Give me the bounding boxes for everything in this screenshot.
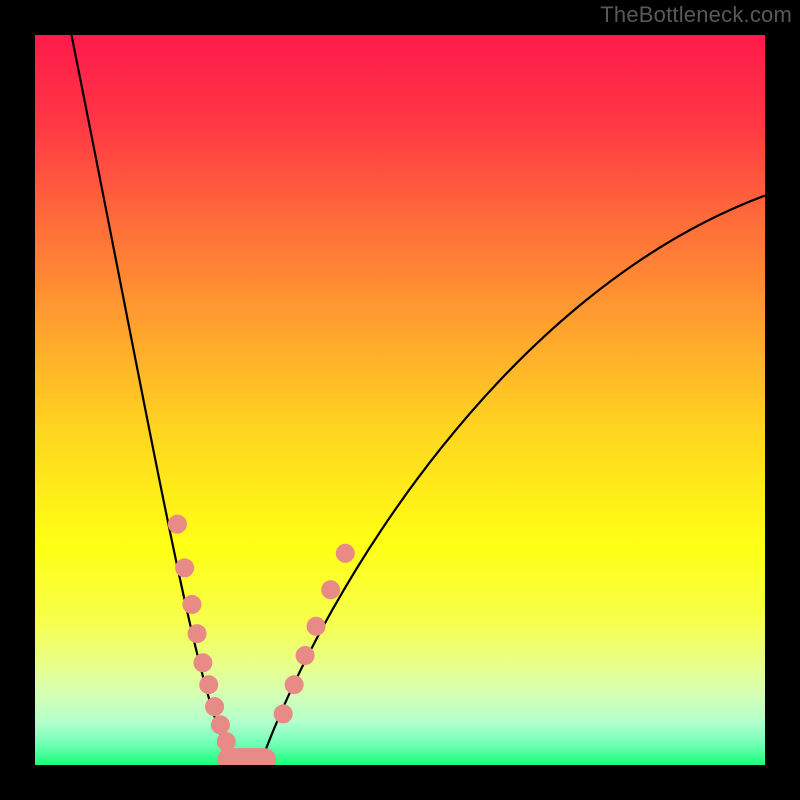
data-marker bbox=[322, 581, 340, 599]
data-marker bbox=[176, 559, 194, 577]
data-marker bbox=[217, 733, 235, 751]
data-marker bbox=[183, 595, 201, 613]
data-marker bbox=[285, 676, 303, 694]
left-curve bbox=[72, 35, 233, 761]
curves-layer bbox=[35, 35, 765, 765]
data-markers bbox=[168, 515, 354, 759]
data-marker bbox=[211, 716, 229, 734]
data-marker bbox=[307, 617, 325, 635]
data-marker bbox=[200, 676, 218, 694]
data-marker bbox=[274, 705, 292, 723]
figure-root: TheBottleneck.com bbox=[0, 0, 800, 800]
data-marker bbox=[336, 544, 354, 562]
right-curve bbox=[261, 196, 765, 762]
data-marker bbox=[296, 647, 314, 665]
data-marker bbox=[206, 698, 224, 716]
plot-area bbox=[35, 35, 765, 765]
data-marker bbox=[168, 515, 186, 533]
data-marker bbox=[188, 625, 206, 643]
watermark-text: TheBottleneck.com bbox=[600, 2, 792, 28]
data-marker bbox=[194, 654, 212, 672]
